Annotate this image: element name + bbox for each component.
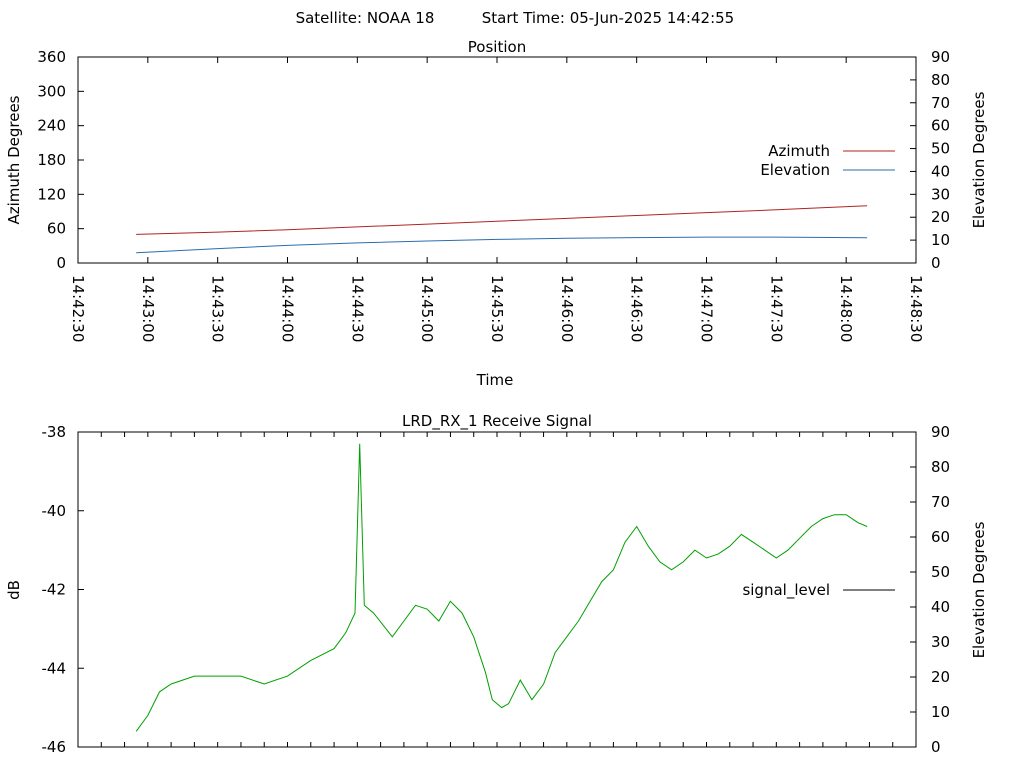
position-x-tick-label: 14:44:00: [279, 275, 297, 342]
signal-y2-axis-label: Elevation Degrees: [970, 521, 988, 658]
position-y2-tick-label: 30: [931, 185, 950, 203]
position-x-tick-label: 14:44:30: [348, 275, 366, 342]
position-y-tick-label: 300: [37, 82, 66, 100]
signal-y2-tick-label: 60: [931, 528, 950, 546]
position-x-tick-label: 14:43:30: [209, 275, 227, 342]
position-y-tick-label: 360: [37, 48, 66, 66]
position-y-tick-label: 120: [37, 185, 66, 203]
signal-y2-tick-label: 80: [931, 458, 950, 476]
signal-y2-tick-label: 30: [931, 633, 950, 651]
signal-y-tick-label: -40: [42, 502, 67, 520]
position-x-tick-label: 14:46:30: [628, 275, 646, 342]
position-x-tick-label: 14:47:00: [698, 275, 716, 342]
position-y2-tick-label: 60: [931, 117, 950, 135]
signal-y-tick-label: -44: [42, 659, 67, 677]
signal-y2-tick-label: 20: [931, 668, 950, 686]
position-y-axis-label: Azimuth Degrees: [5, 95, 23, 224]
position-chart-title: Position: [468, 38, 526, 56]
signal-chart-title: LRD_RX_1 Receive Signal: [402, 412, 592, 431]
signal-y2-tick-label: 0: [931, 738, 941, 756]
position-y-tick-label: 60: [47, 220, 66, 238]
series-line-elevation: [136, 236, 868, 254]
signal-y2-tick-label: 50: [931, 563, 950, 581]
signal-y2-tick-label: 40: [931, 598, 950, 616]
signal-y2-tick-label: 90: [931, 423, 950, 441]
satellite-label: Satellite: NOAA 18: [296, 9, 435, 27]
signal-y-tick-label: -46: [42, 738, 67, 756]
position-x-tick-label: 14:48:00: [837, 275, 855, 342]
position-x-tick-label: 14:43:00: [139, 275, 157, 342]
signal-y2-tick-label: 10: [931, 703, 950, 721]
signal-y-axis-label: dB: [5, 580, 23, 600]
position-x-tick-label: 14:47:30: [767, 275, 785, 342]
signal-y-tick-label: -38: [42, 423, 67, 441]
legend-label-azimuth: Azimuth: [768, 142, 830, 160]
position-y-tick-label: 0: [56, 254, 66, 272]
series-line-azimuth: [136, 205, 868, 235]
position-y2-tick-label: 70: [931, 94, 950, 112]
signal-y2-tick-label: 70: [931, 493, 950, 511]
start-time-label: Start Time: 05-Jun-2025 14:42:55: [482, 9, 734, 27]
position-y2-tick-label: 20: [931, 208, 950, 226]
position-x-tick-label: 14:45:30: [488, 275, 506, 342]
position-x-tick-label: 14:42:30: [69, 275, 87, 342]
position-x-tick-label: 14:48:30: [907, 275, 925, 342]
series-line-signal-level: [135, 443, 868, 732]
position-y2-tick-label: 80: [931, 71, 950, 89]
position-y-tick-label: 240: [37, 117, 66, 135]
position-y2-tick-label: 10: [931, 231, 950, 249]
position-y2-tick-label: 50: [931, 140, 950, 158]
position-y2-tick-label: 40: [931, 162, 950, 180]
position-y2-tick-label: 90: [931, 48, 950, 66]
position-y-tick-label: 180: [37, 151, 66, 169]
legend-label-signal-level: signal_level: [742, 581, 830, 600]
position-y2-axis-label: Elevation Degrees: [970, 91, 988, 228]
position-y2-tick-label: 0: [931, 254, 941, 272]
position-x-tick-label: 14:45:00: [418, 275, 436, 342]
legend-label-elevation: Elevation: [760, 161, 830, 179]
signal-y-tick-label: -42: [42, 581, 67, 599]
position-x-tick-label: 14:46:00: [558, 275, 576, 342]
position-x-axis-label: Time: [476, 371, 514, 389]
